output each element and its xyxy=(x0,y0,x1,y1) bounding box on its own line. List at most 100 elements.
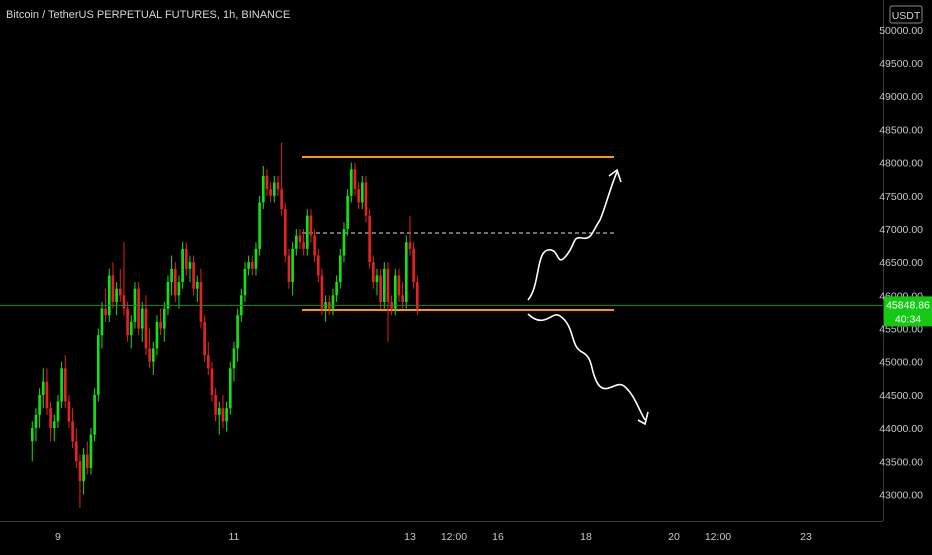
candle xyxy=(258,195,261,256)
candle xyxy=(203,315,206,362)
candle-body xyxy=(254,248,258,269)
candle xyxy=(393,268,397,316)
candle-body xyxy=(214,394,217,415)
candle-body xyxy=(78,461,82,482)
price-tick-label: 45000.00 xyxy=(879,357,923,369)
candle xyxy=(206,341,210,375)
candle-body xyxy=(82,454,85,482)
candle xyxy=(217,401,221,435)
candle-body xyxy=(118,288,122,296)
candle xyxy=(177,275,181,309)
candle xyxy=(247,255,250,276)
bullish-projection-arrow[interactable] xyxy=(527,171,618,301)
candle xyxy=(159,308,162,336)
candle-body xyxy=(283,209,287,256)
last-price-badge-bg xyxy=(884,296,932,327)
candle-body xyxy=(71,421,74,442)
last-price-badge: 45848.86 40:34 xyxy=(884,296,932,327)
candle xyxy=(254,242,258,276)
candle xyxy=(349,162,353,203)
candle xyxy=(368,209,371,269)
candle xyxy=(41,368,45,409)
candle xyxy=(38,388,41,429)
candle-body xyxy=(104,308,107,316)
candle xyxy=(60,361,63,409)
candle-body xyxy=(34,414,38,429)
candle-body xyxy=(294,235,298,249)
candle-body xyxy=(137,288,140,329)
candle-body xyxy=(368,215,371,263)
candle-body xyxy=(320,275,324,309)
candle-body xyxy=(151,348,155,362)
time-tick-label: 18 xyxy=(580,531,592,543)
candle-body xyxy=(67,401,71,422)
candle xyxy=(82,447,85,495)
price-tick-label: 50000.00 xyxy=(879,25,923,37)
candle xyxy=(166,275,170,316)
candle xyxy=(397,268,401,302)
candle-body xyxy=(357,189,360,203)
chart-title: Bitcoin / TetherUS PERPETUAL FUTURES, 1h… xyxy=(6,9,291,21)
candle-body xyxy=(221,408,225,422)
candle xyxy=(412,242,415,289)
candle xyxy=(162,301,166,342)
candle-body xyxy=(338,255,342,283)
price-tick-label: 48500.00 xyxy=(879,124,923,136)
candle-body xyxy=(371,262,375,283)
candle xyxy=(335,275,338,302)
candle xyxy=(140,301,144,342)
candle xyxy=(250,255,254,276)
candles xyxy=(30,142,419,508)
time-tick-label: 23 xyxy=(800,531,812,543)
candle xyxy=(214,388,217,422)
time-tick-label: 9 xyxy=(55,531,61,543)
candle-body xyxy=(192,262,195,289)
candle xyxy=(364,175,368,223)
candle xyxy=(272,175,276,203)
candle-body xyxy=(276,182,280,190)
price-tick-label: 43500.00 xyxy=(879,456,923,468)
currency-label: USDT xyxy=(892,10,921,22)
candle-body xyxy=(74,441,78,462)
candle xyxy=(170,255,173,296)
candle-body xyxy=(412,248,415,283)
candle-body xyxy=(302,242,305,249)
candle-body xyxy=(349,169,353,196)
candle xyxy=(243,262,247,302)
price-tick-label: 43000.00 xyxy=(879,489,923,501)
candle-body xyxy=(56,401,60,422)
candle-body xyxy=(122,295,126,309)
candle-body xyxy=(228,368,232,409)
candle-body xyxy=(111,275,115,302)
candle-body xyxy=(291,248,294,283)
candle xyxy=(45,368,49,415)
currency-box[interactable] xyxy=(889,5,923,24)
candle-body xyxy=(49,408,52,429)
candle xyxy=(115,282,118,316)
candle-body xyxy=(298,235,302,243)
candle-body xyxy=(140,308,144,329)
candle-body xyxy=(115,288,118,302)
candle xyxy=(294,228,298,256)
time-tick-label: 13 xyxy=(404,531,416,543)
price-tick-label: 44000.00 xyxy=(879,423,923,435)
candle-body xyxy=(126,308,129,336)
candle xyxy=(173,262,177,302)
candle xyxy=(34,408,38,442)
candle-body xyxy=(52,421,56,429)
candle xyxy=(181,242,184,289)
candle-body xyxy=(63,368,67,402)
price-tick-label: 44500.00 xyxy=(879,390,923,402)
candle xyxy=(52,414,56,442)
candle xyxy=(71,408,74,448)
candle-body xyxy=(173,268,177,296)
time-tick-label: 12:00 xyxy=(705,531,731,543)
candle-body xyxy=(382,268,386,302)
time-tick-label: 16 xyxy=(492,531,504,543)
price-tick-label: 48000.00 xyxy=(879,158,923,170)
candle-body xyxy=(247,262,250,269)
bearish-projection-arrow[interactable] xyxy=(527,313,646,421)
candle-body xyxy=(280,189,283,210)
